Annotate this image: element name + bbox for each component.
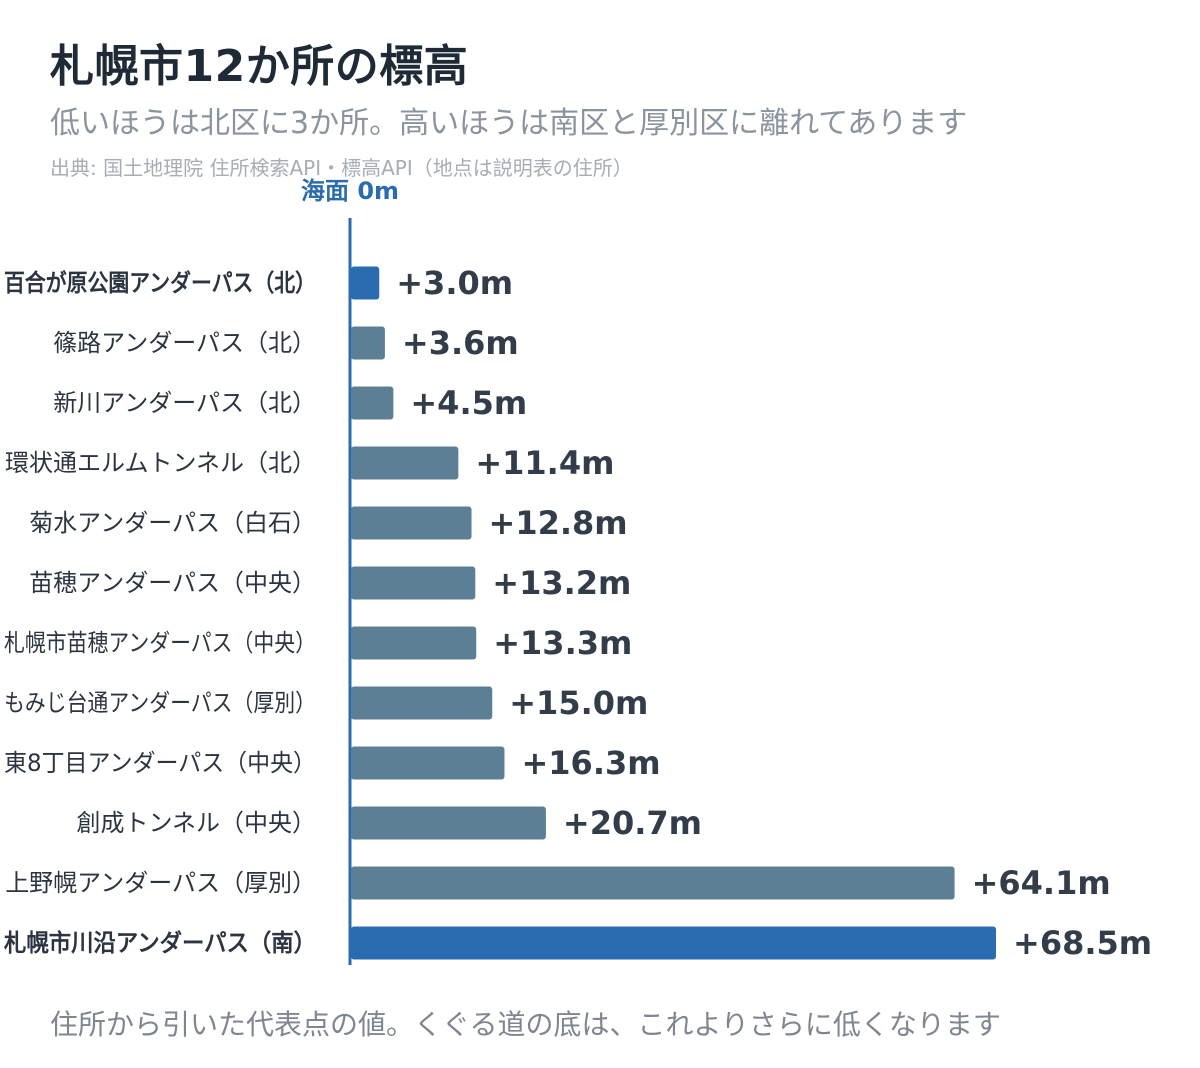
- bar: [351, 686, 493, 720]
- bar: [351, 386, 394, 420]
- value-label: +64.1m: [972, 864, 1111, 902]
- chart-footnote: 住所から引いた代表点の値。くぐる道の底は、これよりさらに低くなります: [50, 1008, 1001, 1041]
- chart-subtitle: 低いほうは北区に3か所。高いほうは南区と厚別区に離れてあります: [50, 106, 968, 141]
- value-label: +3.0m: [396, 264, 513, 302]
- value-label: +12.8m: [489, 504, 628, 542]
- bar: [351, 326, 385, 360]
- bar: [351, 806, 546, 840]
- category-label: 篠路アンダーパス（北）: [53, 329, 316, 357]
- value-label: +4.5m: [410, 384, 527, 422]
- baseline-label: 海面 0m: [301, 177, 399, 205]
- bar: [351, 446, 459, 480]
- chart-title: 札幌市12か所の標高: [50, 41, 469, 92]
- category-label: 環状通エルムトンネル（北）: [5, 449, 316, 477]
- category-label: 新川アンダーパス（北）: [53, 389, 316, 417]
- category-label: 札幌市川沿アンダーパス（南）: [3, 929, 316, 957]
- category-label: 創成トンネル（中央）: [76, 809, 316, 837]
- value-label: +15.0m: [509, 684, 648, 722]
- chart-source: 出典: 国土地理院 住所検索API・標高API（地点は説明表の住所）: [50, 156, 633, 180]
- category-label: 菊水アンダーパス（白石）: [29, 509, 316, 537]
- value-label: +3.6m: [402, 324, 519, 362]
- bar: [351, 926, 996, 960]
- bar: [351, 866, 955, 900]
- category-label: もみじ台通アンダーパス（厚別）: [4, 689, 316, 717]
- category-label: 札幌市苗穂アンダーパス（中央）: [4, 629, 316, 657]
- bar: [351, 626, 477, 660]
- category-label: 百合が原公園アンダーパス（北）: [4, 269, 316, 297]
- bar: [351, 746, 505, 780]
- bar: [351, 266, 380, 300]
- bar: [351, 566, 476, 600]
- category-label: 東8丁目アンダーパス（中央）: [4, 749, 316, 777]
- value-label: +13.2m: [492, 564, 631, 602]
- bar: [351, 506, 472, 540]
- value-label: +68.5m: [1013, 924, 1152, 962]
- category-label: 苗穂アンダーパス（中央）: [29, 569, 316, 597]
- value-label: +20.7m: [563, 804, 702, 842]
- value-label: +11.4m: [475, 444, 614, 482]
- category-label: 上野幌アンダーパス（厚別）: [5, 869, 316, 897]
- value-label: +16.3m: [521, 744, 660, 782]
- value-label: +13.3m: [493, 624, 632, 662]
